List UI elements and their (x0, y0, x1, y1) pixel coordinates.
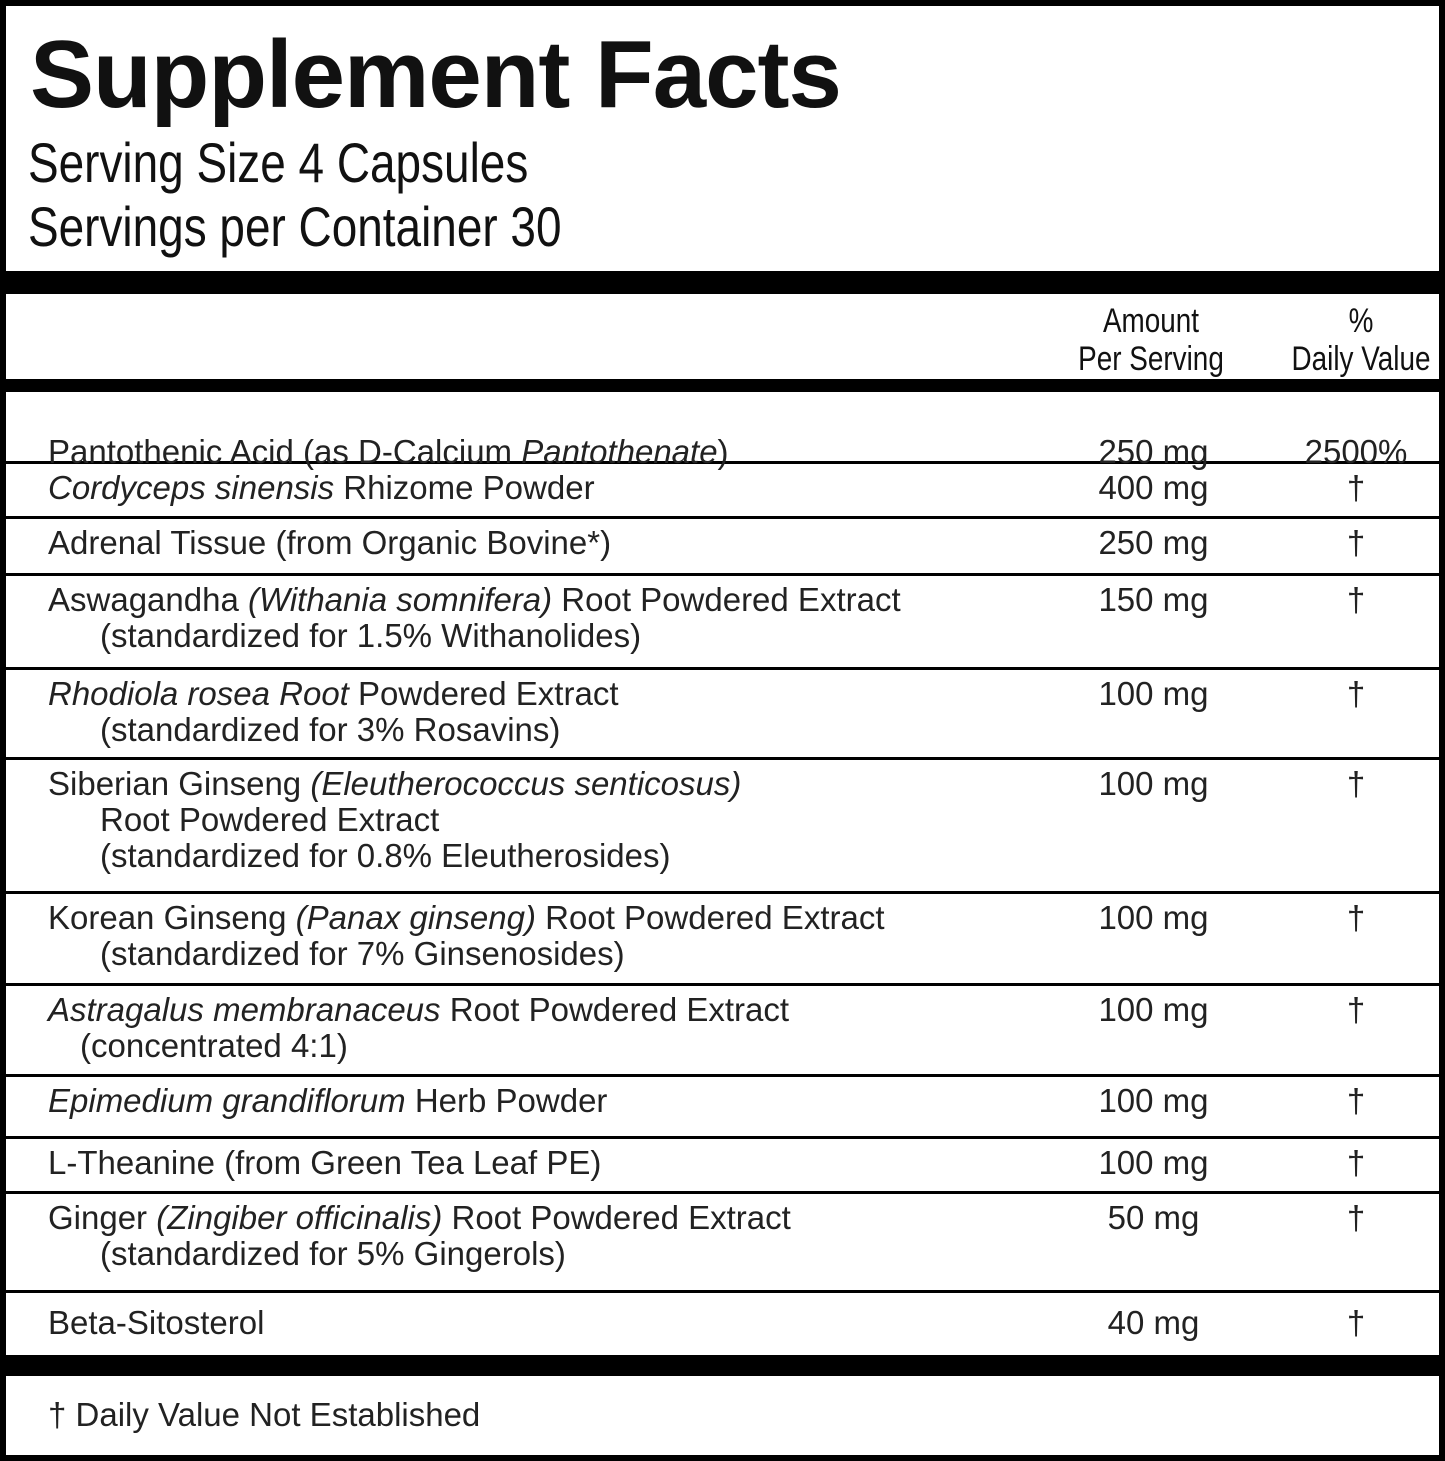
ingredient-name-line1: Epimedium grandiflorum Herb Powder (48, 1082, 608, 1119)
daily-value: 2500% (1304, 433, 1408, 470)
amount-per-serving: 250 mg (1098, 433, 1209, 470)
table-row: Epimedium grandiflorum Herb Powder 100 mg… (6, 1077, 1439, 1139)
table-row: Rhodiola rosea Root Powdered Extract (sta… (6, 670, 1439, 760)
dv-header-line1: % (1348, 302, 1374, 340)
table-row: Cordyceps sinensis Rhizome Powder 400 mg † (6, 464, 1439, 519)
daily-value: † (1346, 765, 1366, 802)
table-row: Adrenal Tissue (from Organic Bovine*) 250… (6, 519, 1439, 576)
header-panel: Supplement Facts Serving Size 4 Capsules… (6, 6, 1439, 271)
ingredient-name-line1: Pantothenic Acid (as D-Calcium Pantothen… (48, 433, 729, 470)
ingredient-name-line1: Adrenal Tissue (from Organic Bovine*) (48, 524, 612, 561)
ingredient-name-line1: L-Theanine (from Green Tea Leaf PE) (48, 1144, 602, 1181)
ingredient-name: Cordyceps sinensis Rhizome Powder (48, 470, 595, 506)
footer-panel: † Daily Value Not Established (6, 1376, 1439, 1455)
amount-per-serving: 100 mg (1098, 899, 1209, 936)
ingredient-name: Korean Ginseng (Panax ginseng) Root Powd… (48, 900, 885, 972)
ingredient-name: Adrenal Tissue (from Organic Bovine*) (48, 525, 611, 561)
ingredient-name: Beta-Sitosterol (48, 1305, 264, 1341)
daily-value: † (1346, 1144, 1366, 1181)
daily-value: † (1346, 469, 1366, 506)
ingredient-name: Ginger (Zingiber officinalis) Root Powde… (48, 1200, 791, 1272)
ingredient-name-line2: (standardized for 3% Rosavins) (100, 711, 561, 748)
amount-per-serving: 40 mg (1107, 1304, 1200, 1341)
label-title: Supplement Facts (30, 21, 842, 128)
table-row: Korean Ginseng (Panax ginseng) Root Powd… (6, 894, 1439, 986)
daily-value: † (1346, 675, 1366, 712)
table-row: Aswagandha (Withania somnifera) Root Pow… (6, 576, 1439, 670)
daily-value: † (1346, 899, 1366, 936)
ingredient-name-line1: Rhodiola rosea Root Powdered Extract (48, 675, 619, 712)
ingredient-name-line1: Ginger (Zingiber officinalis) Root Powde… (48, 1199, 791, 1236)
daily-value: † (1346, 581, 1366, 618)
amount-per-serving: 150 mg (1098, 581, 1209, 618)
ingredient-name-line1: Astragalus membranaceus Root Powdered Ex… (48, 991, 790, 1028)
amount-header-line2: Per Serving (1078, 340, 1224, 378)
daily-value: † (1346, 1082, 1366, 1119)
column-header-panel: Amount Per Serving % Daily Value (6, 294, 1439, 379)
table-row: L-Theanine (from Green Tea Leaf PE) 100 m… (6, 1139, 1439, 1194)
ingredient-name: L-Theanine (from Green Tea Leaf PE) (48, 1145, 601, 1181)
ingredient-name-line1: Beta-Sitosterol (48, 1304, 265, 1341)
ingredient-name: Pantothenic Acid (as D-Calcium Pantothen… (48, 434, 729, 470)
ingredient-name-line3: (standardized for 0.8% Eleutherosides) (100, 837, 671, 874)
ingredient-name-line2: (standardized for 5% Gingerols) (100, 1235, 566, 1272)
ingredient-name-line1: Korean Ginseng (Panax ginseng) Root Powd… (48, 899, 885, 936)
ingredient-name-line2: Root Powdered Extract (100, 801, 440, 838)
ingredient-name-line1: Aswagandha (Withania somnifera) Root Pow… (48, 581, 901, 618)
daily-value: † (1346, 1199, 1366, 1236)
ingredient-name-line1: Siberian Ginseng (Eleutherococcus sentic… (48, 765, 742, 802)
ingredient-name-line2: (standardized for 7% Ginsenosides) (100, 935, 625, 972)
amount-column-header: Amount Per Serving (1057, 302, 1246, 378)
ingredient-name-line2: (concentrated 4:1) (80, 1027, 348, 1064)
amount-per-serving: 100 mg (1098, 675, 1209, 712)
servings-per-container: Servings per Container 30 (28, 195, 562, 258)
amount-header-line1: Amount (1102, 302, 1200, 340)
ingredient-name: Epimedium grandiflorum Herb Powder (48, 1083, 607, 1119)
amount-per-serving: 100 mg (1098, 1144, 1209, 1181)
daily-value: † (1346, 991, 1366, 1028)
ingredient-name-line1: Cordyceps sinensis Rhizome Powder (48, 469, 595, 506)
ingredient-name: Rhodiola rosea Root Powdered Extract (sta… (48, 676, 618, 748)
serving-size: Serving Size 4 Capsules (28, 131, 529, 194)
amount-per-serving: 400 mg (1098, 469, 1209, 506)
table-row: Pantothenic Acid (as D-Calcium Pantothen… (6, 410, 1439, 470)
table-row: Beta-Sitosterol 40 mg † (6, 1293, 1439, 1355)
table-row: Ginger (Zingiber officinalis) Root Powde… (6, 1194, 1439, 1293)
ingredient-name-line2: (standardized for 1.5% Withanolides) (100, 617, 642, 654)
table-row: Siberian Ginseng (Eleutherococcus sentic… (6, 760, 1439, 894)
dv-header-line2: Daily Value (1291, 340, 1431, 378)
ingredient-name: Siberian Ginseng (Eleutherococcus sentic… (48, 766, 741, 874)
ingredient-name: Astragalus membranaceus Root Powdered Ex… (48, 992, 789, 1064)
amount-per-serving: 100 mg (1098, 765, 1209, 802)
daily-value: † (1346, 1304, 1366, 1341)
amount-per-serving: 100 mg (1098, 991, 1209, 1028)
daily-value: † (1346, 524, 1366, 561)
ingredient-name: Aswagandha (Withania somnifera) Root Pow… (48, 582, 901, 654)
amount-per-serving: 50 mg (1107, 1199, 1200, 1236)
table-row: Astragalus membranaceus Root Powdered Ex… (6, 986, 1439, 1077)
footnote: † Daily Value Not Established (48, 1396, 481, 1433)
amount-per-serving: 100 mg (1098, 1082, 1209, 1119)
daily-value-column-header: % Daily Value (1267, 302, 1439, 378)
amount-per-serving: 250 mg (1098, 524, 1209, 561)
ingredient-table: Pantothenic Acid (as D-Calcium Pantothen… (6, 392, 1439, 1355)
